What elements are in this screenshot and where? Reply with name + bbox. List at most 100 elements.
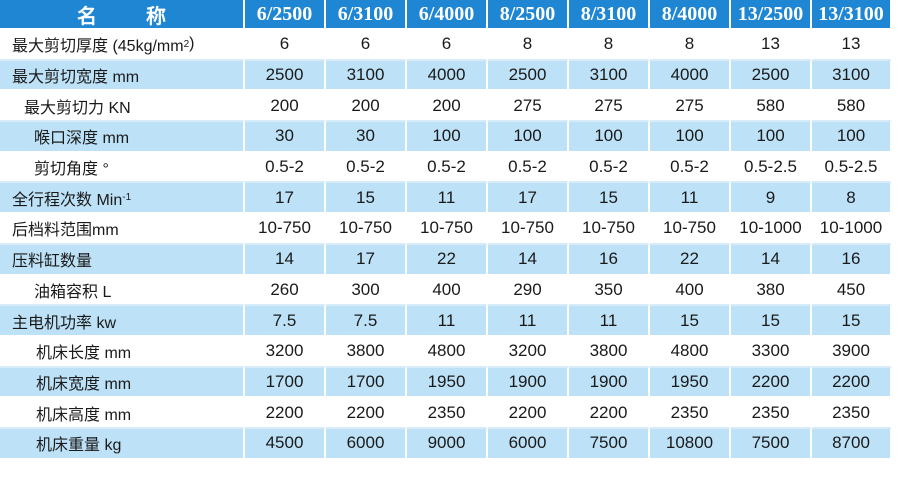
table-cell: 3800 (569, 336, 650, 368)
table-cell: 4800 (650, 336, 731, 368)
row-label-text: 剪切角度 ° (34, 161, 109, 179)
table-cell: 0.5-2 (650, 152, 731, 184)
table-cell: 15 (731, 306, 812, 337)
header-model: 13/3100 (812, 0, 892, 30)
table-cell: 0.5-2.5 (812, 152, 892, 184)
table-cell: 16 (812, 244, 892, 276)
table-cell: 11 (650, 183, 731, 215)
table-cell: 1700 (326, 367, 407, 399)
table-cell: 1700 (245, 367, 326, 399)
row-label-text: 压料缸数量 (12, 253, 93, 271)
row-label-text: 机床高度 mm (36, 406, 132, 424)
table-cell: 1900 (488, 367, 569, 399)
table-cell: 0.5-2.5 (731, 152, 812, 184)
row-label-superscript: 2 (183, 38, 190, 50)
table-cell: 10-750 (488, 214, 569, 245)
table-cell: 6 (407, 30, 488, 61)
table-cell: 450 (812, 275, 892, 307)
table-cell: 275 (650, 91, 731, 123)
table-cell: 11 (407, 183, 488, 215)
row-label-text: 最大剪切厚度 (45kg/mm (12, 38, 184, 56)
table-cell: 8700 (812, 428, 892, 460)
row-label-text: 喉口深度 mm (34, 130, 130, 148)
row-label-text: 最大剪切力 KN (24, 99, 131, 117)
table-cell: 1900 (569, 367, 650, 399)
table-cell: 3100 (569, 60, 650, 92)
table-cell: 1950 (650, 367, 731, 399)
row-label: 最大剪切宽度 mm (0, 60, 245, 92)
row-label: 压料缸数量 (0, 244, 245, 276)
table-cell: 10-750 (245, 214, 326, 245)
table-cell: 11 (569, 306, 650, 337)
table-cell: 4500 (245, 428, 326, 460)
table-cell: 15 (569, 183, 650, 215)
table-cell: 0.5-2 (326, 152, 407, 184)
row-label: 全行程次数 Min -1 (0, 183, 245, 215)
table-cell: 14 (488, 244, 569, 276)
table-cell: 10-750 (326, 214, 407, 245)
table-cell: 580 (812, 91, 892, 123)
row-label: 机床高度 mm (0, 398, 245, 429)
table-cell: 8 (569, 30, 650, 61)
table-cell: 3200 (245, 336, 326, 368)
table-cell: 300 (326, 275, 407, 307)
table-cell: 3900 (812, 336, 892, 368)
table-cell: 13 (812, 30, 892, 61)
table-cell: 15 (812, 306, 892, 337)
header-model: 6/4000 (407, 0, 488, 30)
row-label-text: 最大剪切宽度 mm (12, 69, 140, 87)
table-cell: 3200 (488, 336, 569, 368)
table-cell: 2350 (407, 398, 488, 429)
table-cell: 2200 (731, 367, 812, 399)
table-cell: 0.5-2 (488, 152, 569, 184)
row-label: 喉口深度 mm (0, 122, 245, 153)
header-name: 名 称 (0, 0, 245, 30)
table-cell: 2200 (488, 398, 569, 429)
table-cell: 100 (650, 122, 731, 153)
table-cell: 10-750 (407, 214, 488, 245)
table-cell: 6000 (488, 428, 569, 460)
header-model: 8/3100 (569, 0, 650, 30)
table-cell: 7500 (569, 428, 650, 460)
table-cell: 2500 (488, 60, 569, 92)
table-cell: 200 (326, 91, 407, 123)
table-cell: 11 (407, 306, 488, 337)
table-cell: 100 (731, 122, 812, 153)
row-label-text: 油箱容积 L (34, 283, 112, 301)
table-cell: 200 (245, 91, 326, 123)
table-cell: 100 (407, 122, 488, 153)
table-cell: 4000 (650, 60, 731, 92)
table-cell: 2500 (245, 60, 326, 92)
row-label: 最大剪切力 KN (0, 91, 245, 123)
table-cell: 260 (245, 275, 326, 307)
table-cell: 4800 (407, 336, 488, 368)
table-cell: 380 (731, 275, 812, 307)
table-cell: 2350 (650, 398, 731, 429)
table-cell: 200 (407, 91, 488, 123)
table-cell: 6 (326, 30, 407, 61)
row-label: 主电机功率 kw (0, 306, 245, 337)
table-cell: 100 (488, 122, 569, 153)
table-cell: 290 (488, 275, 569, 307)
table-cell: 3300 (731, 336, 812, 368)
row-label-text: 主电机功率 kw (12, 314, 117, 332)
row-label: 油箱容积 L (0, 275, 245, 307)
table-cell: 10800 (650, 428, 731, 460)
header-model: 6/3100 (326, 0, 407, 30)
table-cell: 100 (569, 122, 650, 153)
row-label: 机床宽度 mm (0, 367, 245, 399)
table-cell: 2500 (731, 60, 812, 92)
row-label-text: 后档料范围mm (12, 222, 119, 240)
table-cell: 3100 (326, 60, 407, 92)
table-cell: 8 (812, 183, 892, 215)
table-cell: 6000 (326, 428, 407, 460)
table-cell: 10-750 (650, 214, 731, 245)
table-cell: 30 (326, 122, 407, 153)
table-cell: 22 (650, 244, 731, 276)
row-label: 剪切角度 ° (0, 152, 245, 184)
table-cell: 17 (488, 183, 569, 215)
table-cell: 17 (326, 244, 407, 276)
table-cell: 2200 (326, 398, 407, 429)
table-cell: 0.5-2 (407, 152, 488, 184)
table-cell: 14 (245, 244, 326, 276)
